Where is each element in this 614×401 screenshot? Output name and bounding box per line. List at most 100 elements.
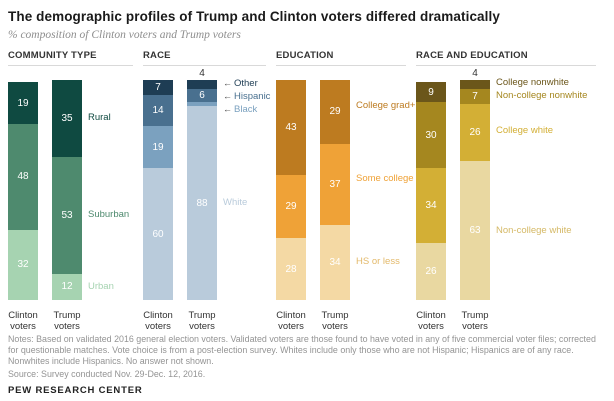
series-label-text: College white bbox=[496, 125, 554, 136]
panel-header-race: RACE bbox=[143, 50, 171, 61]
panel-race-and-education: RACE AND EDUCATION 26 34 30 9 Clinton voters… bbox=[416, 50, 606, 332]
category-label: Trump voters bbox=[321, 310, 349, 332]
panel-education: EDUCATION 28 29 43 Clinton voters 34 37 29 Trum… bbox=[276, 50, 416, 332]
bar-segment: 19 bbox=[8, 82, 38, 125]
bar-segment: 6 bbox=[187, 88, 217, 103]
segment-value: 43 bbox=[285, 121, 297, 133]
header-rule bbox=[143, 65, 266, 66]
bar-segment: 63 bbox=[460, 161, 490, 300]
panel-header-education: EDUCATION bbox=[276, 50, 334, 61]
header-rule bbox=[8, 65, 133, 66]
bar-segment: 28 bbox=[276, 238, 306, 300]
bar-segment: 9 bbox=[416, 82, 446, 103]
bar-segment: 88 bbox=[187, 106, 217, 300]
stacked-bar: 28 29 43 bbox=[276, 80, 306, 300]
bar-segment: 32 bbox=[8, 229, 38, 300]
series-label: College white bbox=[496, 125, 554, 137]
segment-value: 6 bbox=[199, 89, 205, 101]
bar-segment: 26 bbox=[460, 104, 490, 162]
series-label-text: Urban bbox=[88, 281, 114, 292]
above-bar-value: 4 bbox=[199, 68, 205, 79]
series-label-text: Non-college nonwhite bbox=[496, 90, 588, 101]
chart-panels: COMMUNITY TYPE 32 48 19 Clinton voters 12 53 3… bbox=[8, 50, 606, 332]
bar-segment bbox=[187, 102, 217, 107]
segment-value: 29 bbox=[329, 106, 341, 118]
stacked-bar: 88 6 bbox=[187, 80, 217, 300]
panel-header-community-type: COMMUNITY TYPE bbox=[8, 50, 97, 61]
segment-value: 26 bbox=[425, 265, 437, 277]
series-label: College nonwhite bbox=[496, 77, 569, 89]
bar-segment: 7 bbox=[460, 88, 490, 105]
bar-segment: 30 bbox=[416, 102, 446, 169]
race-stacked-bars: 60 19 14 7 Clinton voters 88 6 4 Trump voters ← Ot… bbox=[143, 68, 276, 332]
series-label-text: Hispanic bbox=[234, 91, 271, 102]
chart-source: Source: Survey conducted Nov. 29-Dec. 12… bbox=[8, 369, 206, 379]
panel-community-type: COMMUNITY TYPE 32 48 19 Clinton voters 12 53 3… bbox=[8, 50, 143, 332]
chart-subtitle: % composition of Clinton voters and Trum… bbox=[8, 29, 241, 41]
segment-value: 26 bbox=[469, 127, 481, 139]
bar-segment: 34 bbox=[416, 168, 446, 243]
panel-race: RACE 60 19 14 7 Clinton voters 88 6 4 Trump vote… bbox=[143, 50, 276, 332]
stacked-bar: 60 19 14 7 bbox=[143, 80, 173, 300]
above-bar-value: 4 bbox=[472, 68, 478, 79]
segment-value: 34 bbox=[425, 199, 437, 211]
bar-segment: 14 bbox=[143, 95, 173, 127]
series-label: Urban bbox=[88, 281, 114, 293]
chart-title: The demographic profiles of Trump and Cl… bbox=[8, 9, 500, 24]
category-label: Trump voters bbox=[461, 310, 489, 332]
category-label: Clinton voters bbox=[8, 310, 38, 332]
segment-value: 34 bbox=[329, 257, 341, 269]
segment-value: 12 bbox=[61, 281, 73, 293]
chart-notes: Notes: Based on validated 2016 general e… bbox=[8, 334, 596, 366]
series-label: Rural bbox=[88, 112, 111, 124]
bar-segment: 29 bbox=[276, 174, 306, 239]
bar-segment: 34 bbox=[320, 225, 350, 300]
segment-value: 37 bbox=[329, 179, 341, 190]
segment-value: 9 bbox=[428, 86, 434, 98]
bar-segment: 12 bbox=[52, 273, 82, 300]
series-label: Some college bbox=[356, 173, 414, 185]
series-label-text: Non-college white bbox=[496, 225, 572, 236]
category-label: Clinton voters bbox=[416, 310, 446, 332]
left-arrow-icon: ← bbox=[223, 104, 232, 114]
series-label-text: College nonwhite bbox=[496, 77, 569, 88]
left-arrow-icon: ← bbox=[223, 91, 232, 101]
series-label: ← Black bbox=[223, 104, 257, 116]
panel-header-race-and-education: RACE AND EDUCATION bbox=[416, 50, 528, 61]
bar-segment bbox=[187, 80, 217, 89]
series-label-text: Black bbox=[234, 104, 258, 115]
segment-value: 48 bbox=[17, 171, 29, 183]
category-label: Trump voters bbox=[53, 310, 81, 332]
segment-value: 30 bbox=[425, 129, 437, 141]
bar-segment: 19 bbox=[143, 126, 173, 168]
series-label-text: Rural bbox=[88, 112, 111, 123]
segment-value: 60 bbox=[152, 228, 164, 240]
segment-value: 14 bbox=[152, 105, 164, 117]
bar-segment: 35 bbox=[52, 80, 82, 158]
bar-segment: 43 bbox=[276, 80, 306, 175]
series-label: HS or less bbox=[356, 256, 400, 268]
stacked-bar: 26 34 30 9 bbox=[416, 82, 446, 300]
series-label-text: HS or less bbox=[356, 256, 400, 267]
race-and-education-stacked-bars: 26 34 30 9 Clinton voters 63 26 7 4 Trump voters C… bbox=[416, 68, 606, 332]
series-label: ← Hispanic bbox=[223, 91, 270, 103]
header-rule bbox=[416, 65, 596, 66]
category-label: Clinton voters bbox=[276, 310, 306, 332]
education-stacked-bars: 28 29 43 Clinton voters 34 37 29 Trump voters Co… bbox=[276, 80, 416, 332]
series-label: Suburban bbox=[88, 209, 130, 221]
bar-segment: 7 bbox=[143, 80, 173, 96]
segment-value: 88 bbox=[196, 197, 208, 209]
segment-value: 19 bbox=[17, 97, 29, 109]
series-label-text: Suburban bbox=[88, 209, 130, 220]
segment-value: 19 bbox=[152, 141, 164, 153]
segment-value: 63 bbox=[469, 225, 481, 237]
segment-value: 35 bbox=[61, 113, 73, 125]
stacked-bar: 34 37 29 bbox=[320, 80, 350, 300]
segment-value: 7 bbox=[155, 82, 161, 94]
bar-segment: 26 bbox=[416, 242, 446, 300]
bar-segment: 53 bbox=[52, 157, 82, 274]
series-label: Non-college nonwhite bbox=[496, 90, 588, 102]
category-label: Clinton voters bbox=[143, 310, 173, 332]
series-label: College grad+ bbox=[356, 100, 415, 112]
